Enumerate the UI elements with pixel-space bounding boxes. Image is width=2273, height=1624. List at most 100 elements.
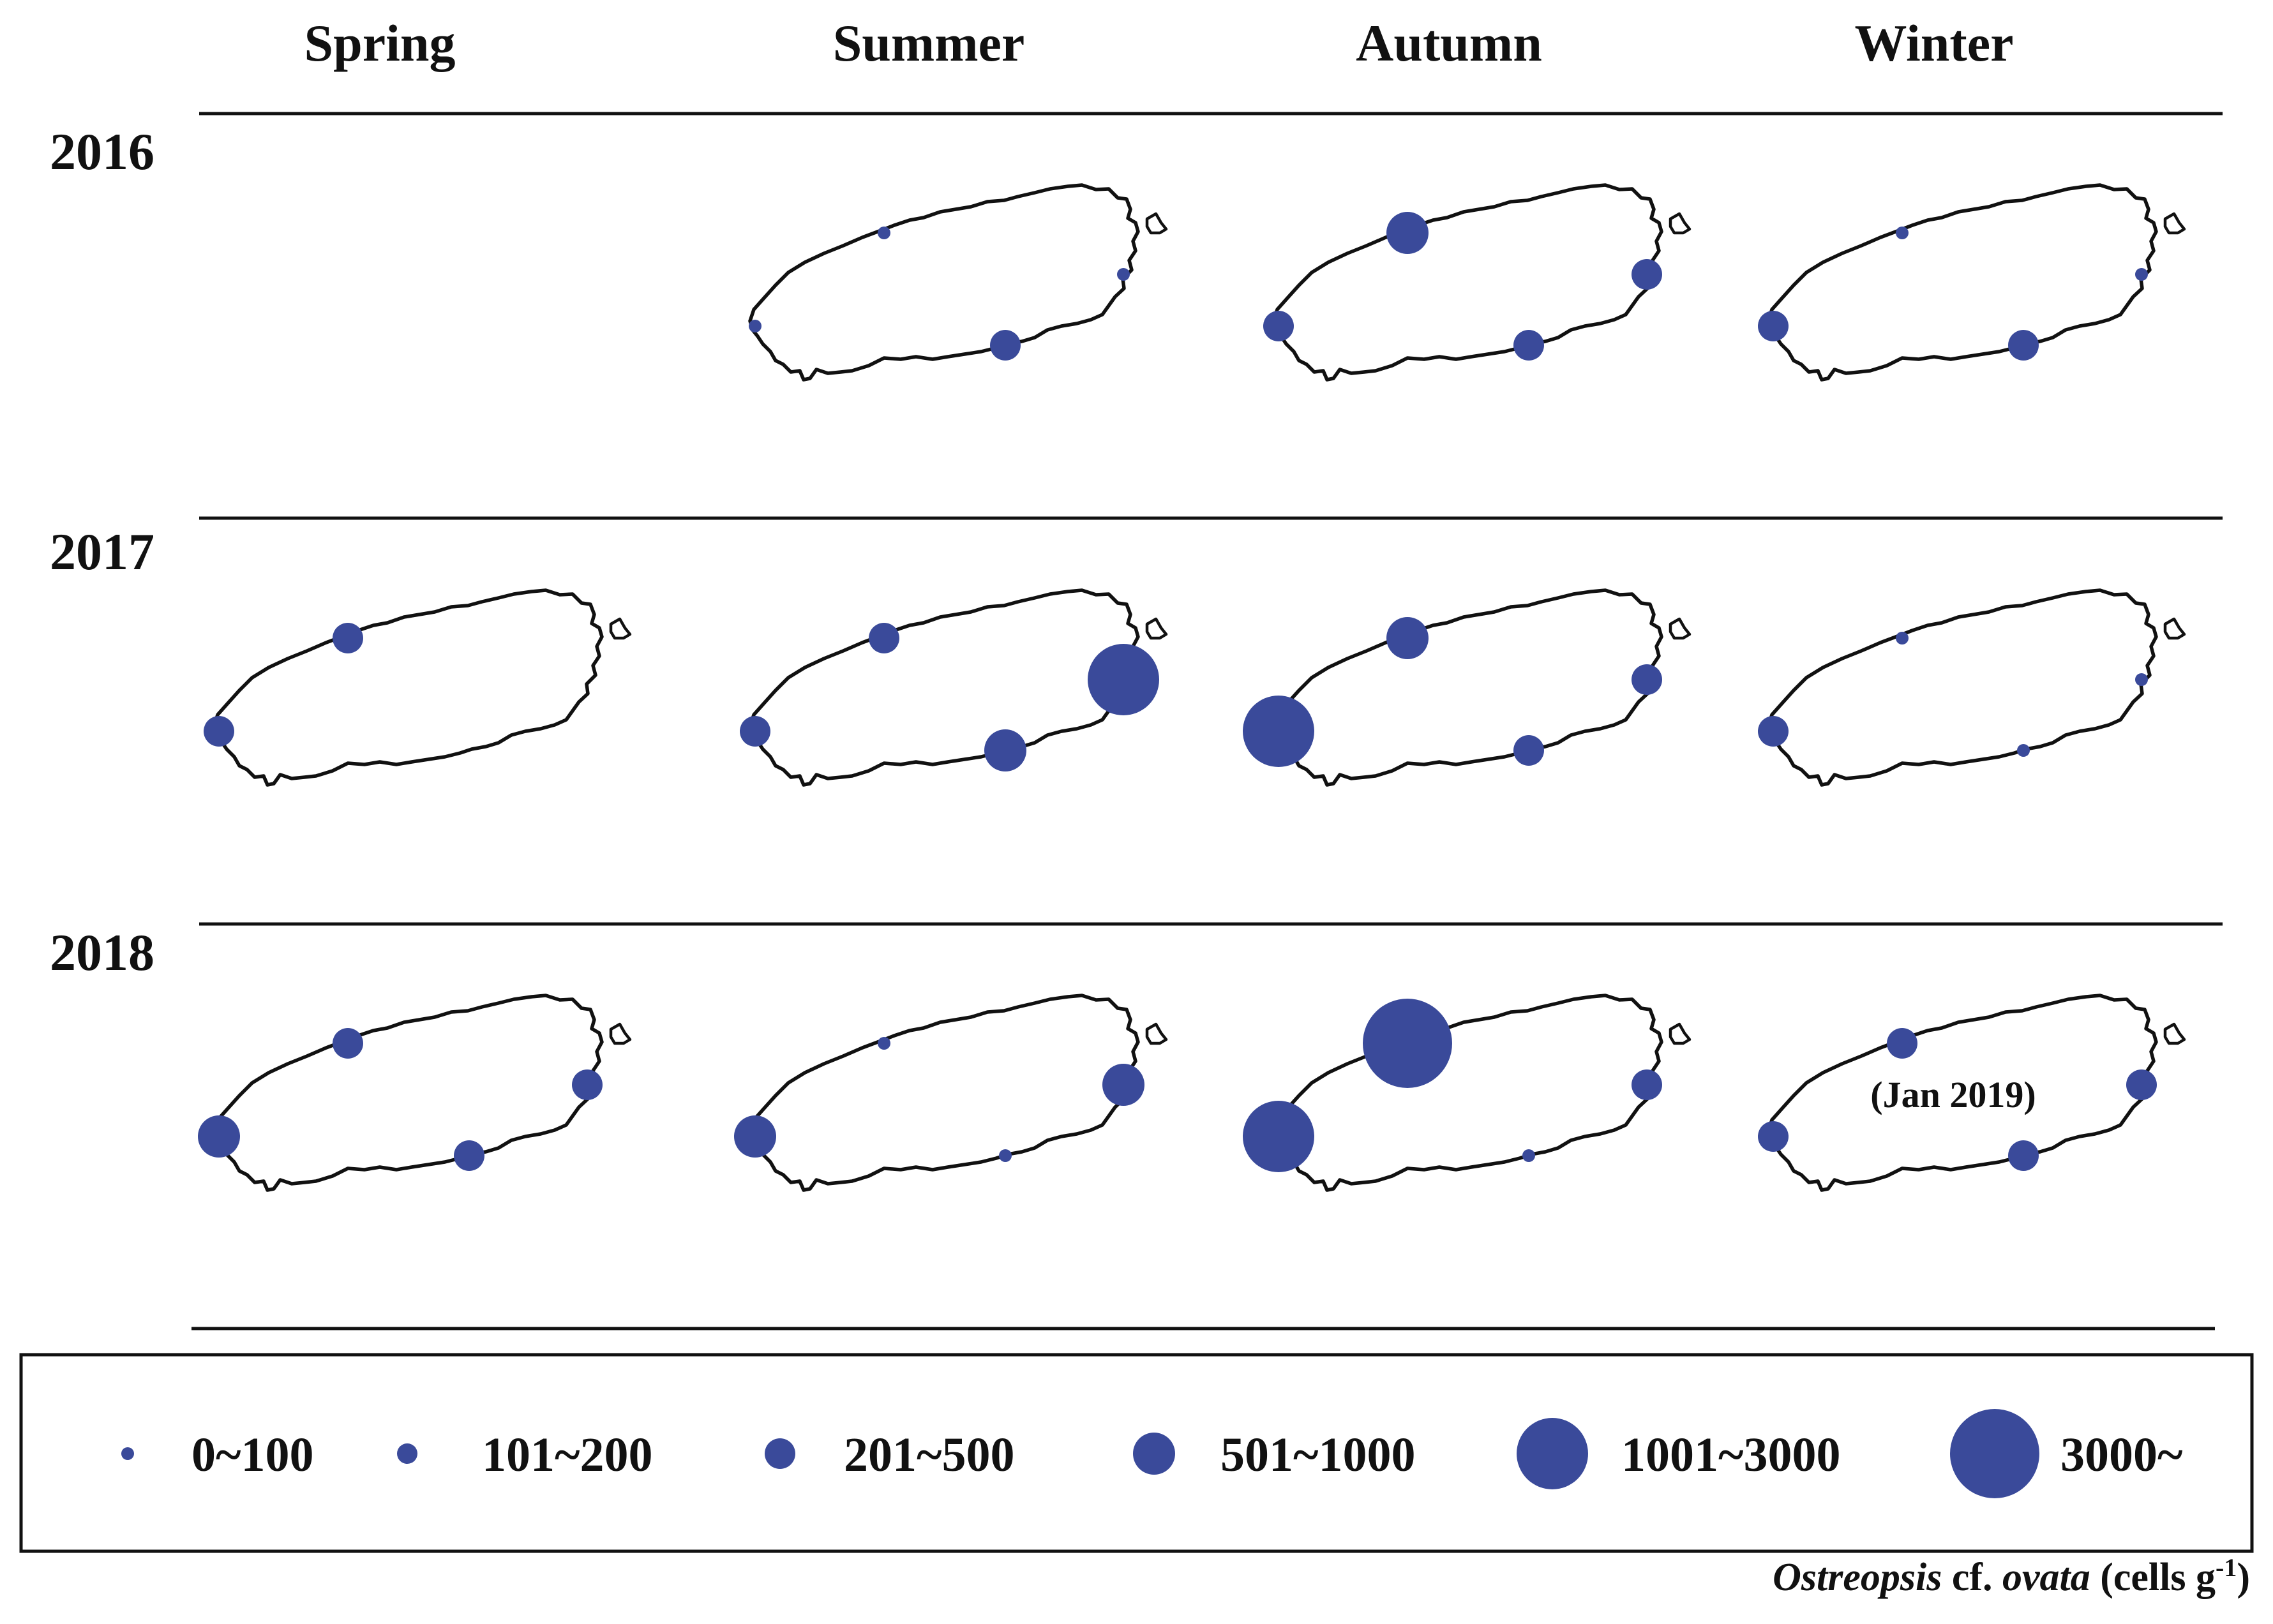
abundance-marker-east xyxy=(1102,1064,1144,1106)
panel-2018-winter: (Jan 2019) xyxy=(1758,994,2186,1192)
legend-marker-5 xyxy=(1950,1409,2039,1498)
udo-islet-outline xyxy=(1145,617,1168,640)
legend-label-1: 101~200 xyxy=(482,1428,653,1482)
year-label-2018: 2018 xyxy=(50,923,154,981)
year-label-2017: 2017 xyxy=(50,523,154,581)
udo-islet-outline xyxy=(609,1022,632,1045)
abundance-marker-west xyxy=(204,716,234,747)
unit-caption: Ostreopsis cf. ovata (cells g-1) xyxy=(1773,1553,2250,1600)
abundance-marker-south xyxy=(990,330,1021,361)
abundance-marker-south xyxy=(1513,330,1544,361)
legend-marker-0 xyxy=(121,1447,134,1460)
caption-species: ovata xyxy=(2002,1556,2090,1599)
abundance-marker-west xyxy=(1758,311,1789,341)
abundance-marker-north xyxy=(1896,227,1909,239)
panel-2016-winter xyxy=(1758,183,2186,382)
legend-label-3: 501~1000 xyxy=(1220,1428,1416,1482)
panel-2017-winter xyxy=(1758,588,2186,787)
abundance-marker-west xyxy=(1758,716,1789,747)
abundance-marker-north xyxy=(1363,999,1452,1088)
caption-cf: cf. xyxy=(1942,1556,2002,1599)
abundance-marker-west xyxy=(749,320,761,332)
panel-2016-autumn xyxy=(1263,183,1692,382)
jeju-island-outline xyxy=(748,994,1140,1192)
abundance-marker-south xyxy=(999,1149,1012,1162)
panel-2017-spring xyxy=(204,588,632,787)
jeju-island-outline xyxy=(1272,994,1663,1192)
abundance-marker-north xyxy=(333,623,363,653)
jeju-island-outline xyxy=(1766,183,2158,382)
abundance-marker-east xyxy=(2135,268,2148,281)
abundance-marker-north xyxy=(1386,212,1429,254)
abundance-marker-east xyxy=(1632,259,1662,290)
abundance-marker-north xyxy=(878,1037,890,1050)
udo-islet-outline xyxy=(2163,1022,2186,1045)
abundance-marker-south xyxy=(1513,735,1544,766)
abundance-marker-south xyxy=(1522,1149,1535,1162)
column-headers: Spring Summer Autumn Winter xyxy=(304,14,2014,72)
udo-islet-outline xyxy=(609,617,632,640)
abundance-marker-east xyxy=(2126,1069,2157,1100)
jeju-island-outline xyxy=(1272,588,1663,787)
caption-unit-open: (cells g xyxy=(2090,1556,2216,1599)
legend-frame xyxy=(19,1353,2254,1553)
abundance-marker-north xyxy=(1386,617,1429,659)
row-headers: 2016 2017 2018 xyxy=(50,123,154,981)
map-panels: (Jan 2019) xyxy=(198,183,2186,1192)
abundance-marker-south xyxy=(2008,330,2039,361)
legend-marker-2 xyxy=(765,1438,795,1469)
abundance-marker-south xyxy=(2008,1140,2039,1171)
panel-2017-summer xyxy=(740,588,1168,787)
abundance-marker-east xyxy=(1117,268,1130,281)
abundance-marker-north xyxy=(1896,632,1909,644)
abundance-marker-north xyxy=(333,1028,363,1059)
season-header-summer: Summer xyxy=(833,14,1025,72)
abundance-marker-north xyxy=(1887,1028,1917,1059)
abundance-marker-east xyxy=(1632,664,1662,695)
udo-islet-outline xyxy=(1145,212,1168,235)
caption-genus: Ostreopsis xyxy=(1773,1556,1942,1599)
abundance-marker-west xyxy=(1243,696,1314,767)
udo-islet-outline xyxy=(2163,617,2186,640)
udo-islet-outline xyxy=(1669,1022,1692,1045)
udo-islet-outline xyxy=(1145,1022,1168,1045)
legend-label-4: 1001~3000 xyxy=(1621,1428,1841,1482)
panel-2016-summer xyxy=(748,183,1168,382)
abundance-marker-east xyxy=(572,1069,603,1100)
legend-marker-3 xyxy=(1133,1433,1175,1475)
abundance-marker-north xyxy=(869,623,899,653)
abundance-marker-south xyxy=(454,1140,484,1171)
abundance-marker-east xyxy=(1088,644,1159,715)
jeju-island-outline xyxy=(1272,183,1663,382)
caption-unit-exp: -1 xyxy=(2216,1553,2237,1582)
jeju-island-outline xyxy=(1766,588,2158,787)
abundance-marker-west xyxy=(198,1115,240,1158)
year-label-2016: 2016 xyxy=(50,123,154,181)
panel-2018-spring xyxy=(198,994,632,1192)
udo-islet-outline xyxy=(2163,212,2186,235)
caption-unit-close: ) xyxy=(2237,1556,2250,1599)
abundance-marker-east xyxy=(2135,673,2148,686)
udo-islet-outline xyxy=(1669,617,1692,640)
panel-2018-summer xyxy=(734,994,1168,1192)
abundance-marker-west xyxy=(1243,1101,1314,1172)
abundance-marker-west xyxy=(734,1115,776,1158)
abundance-marker-south xyxy=(984,729,1026,771)
species-unit-caption: Ostreopsis cf. ovata (cells g-1) xyxy=(1773,1553,2250,1600)
abundance-marker-east xyxy=(1632,1069,1662,1100)
panel-note: (Jan 2019) xyxy=(1870,1074,2036,1115)
season-header-autumn: Autumn xyxy=(1356,14,1542,72)
udo-islet-outline xyxy=(1669,212,1692,235)
panel-2017-autumn xyxy=(1243,588,1692,787)
legend-label-2: 201~500 xyxy=(844,1428,1015,1482)
legend-marker-4 xyxy=(1517,1418,1588,1489)
abundance-marker-west xyxy=(1263,311,1294,341)
panel-2018-autumn xyxy=(1243,994,1692,1192)
abundance-marker-west xyxy=(1758,1121,1789,1152)
legend-label-0: 0~100 xyxy=(191,1428,314,1482)
season-header-spring: Spring xyxy=(304,14,456,72)
jeju-island-outline xyxy=(748,588,1140,787)
row-separators xyxy=(191,112,2223,1330)
legend-marker-1 xyxy=(397,1443,417,1464)
